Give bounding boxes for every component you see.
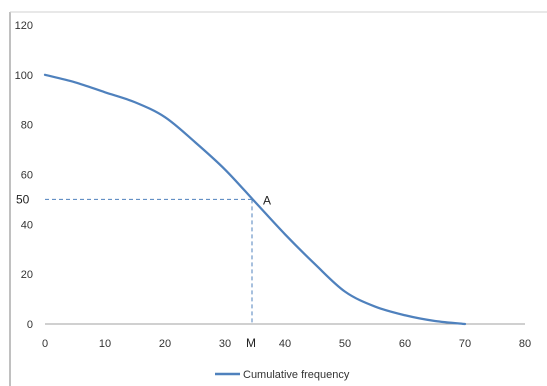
x-tick-label: 70: [459, 338, 471, 350]
y-tick-label: 0: [27, 319, 33, 331]
tick-labels: 0 10 20 30 40 50 60 70 80 0 20 40 60 80 100 120: [15, 20, 531, 350]
x-tick-label: 10: [99, 338, 111, 350]
guide-lines: [45, 198, 253, 324]
y-tick-label: 80: [21, 120, 33, 132]
legend: Cumulative frequency: [215, 369, 350, 381]
y-50-label: 50: [16, 192, 30, 206]
x-tick-label: 80: [519, 338, 531, 350]
legend-label: Cumulative frequency: [243, 369, 350, 381]
axes: [9, 11, 547, 386]
point-a-label: A: [263, 193, 271, 207]
median-m-label: M: [246, 336, 256, 350]
y-tick-label: 60: [21, 170, 33, 182]
y-tick-label: 100: [15, 70, 33, 82]
y-tick-label: 20: [21, 269, 33, 281]
x-tick-label: 40: [279, 338, 291, 350]
x-tick-label: 20: [159, 338, 171, 350]
x-tick-label: 50: [339, 338, 351, 350]
series-group: [43, 73, 467, 326]
annotations: A M 50: [16, 192, 271, 350]
series-line-cumulative-frequency: [43, 73, 467, 326]
y-tick-label: 120: [15, 20, 33, 32]
x-tick-label: 60: [399, 338, 411, 350]
y-tick-label: 40: [21, 219, 33, 231]
x-tick-label: 0: [42, 338, 48, 350]
x-tick-label: 30: [219, 338, 231, 350]
